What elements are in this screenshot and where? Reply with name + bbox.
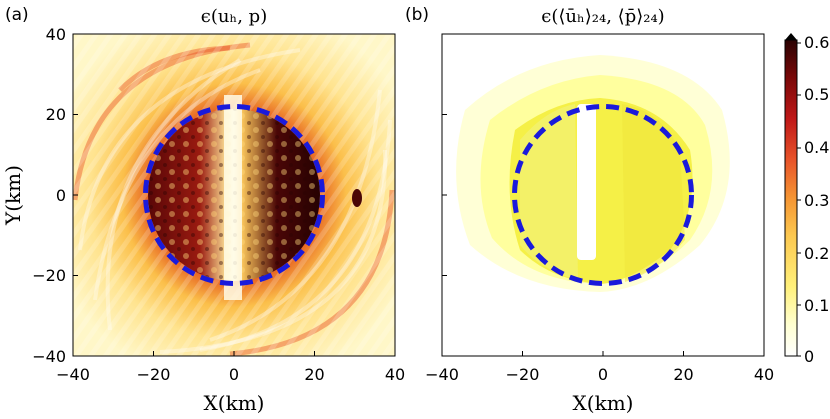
panel-b-circle <box>512 104 694 286</box>
panel-a-y-axis-label: Y(km) <box>1 165 25 226</box>
x-tick-label: 40 <box>385 365 405 384</box>
panel-a-x-axis-label: X(km) <box>204 391 265 415</box>
x-tick-label: −20 <box>137 365 171 384</box>
colorbar-tick-label: 0 <box>804 347 814 366</box>
x-tick-label: 0 <box>229 365 239 384</box>
x-tick-label: 20 <box>673 365 693 384</box>
colorbar-tick-label: 0.6 <box>804 33 829 52</box>
panel-b-x-axis-label: X(km) <box>573 391 634 415</box>
panel-b <box>441 33 765 357</box>
panel-a-title: ϵ(uₕ, p) <box>201 6 267 27</box>
x-tick-label: −40 <box>425 365 459 384</box>
y-tick-label: −20 <box>32 266 66 285</box>
x-tick-label: 0 <box>598 365 608 384</box>
colorbar-tick-label: 0.1 <box>804 296 829 315</box>
panel-a <box>72 33 396 357</box>
tick-marks <box>72 33 765 357</box>
panel-a-label: (a) <box>5 5 29 25</box>
panel-a-circle <box>143 104 325 286</box>
x-tick-label: 20 <box>304 365 324 384</box>
x-tick-label: 40 <box>754 365 774 384</box>
panel-a-heatmap <box>73 34 395 356</box>
colorbar-tick-label: 0.2 <box>804 244 829 263</box>
y-tick-label: −40 <box>32 347 66 366</box>
panel-b-heatmap <box>442 34 764 356</box>
panel-b-title: ϵ(⟨ūₕ⟩₂₄, ⟨p̄⟩₂₄) <box>541 6 664 27</box>
colorbar-extend-arrow <box>785 33 797 40</box>
colorbar-gradient <box>784 39 798 357</box>
colorbar <box>784 33 798 357</box>
y-tick-label: 40 <box>46 25 66 44</box>
x-tick-label: −40 <box>56 365 90 384</box>
panel-b-label: (b) <box>405 5 429 25</box>
y-tick-label: 0 <box>56 186 66 205</box>
colorbar-tick-label: 0.4 <box>804 138 829 157</box>
x-tick-label: −20 <box>506 365 540 384</box>
colorbar-tick-marks <box>797 42 801 357</box>
colorbar-tick-label: 0.5 <box>804 85 829 104</box>
colorbar-tick-label: 0.3 <box>804 191 829 210</box>
y-tick-label: 20 <box>46 105 66 124</box>
